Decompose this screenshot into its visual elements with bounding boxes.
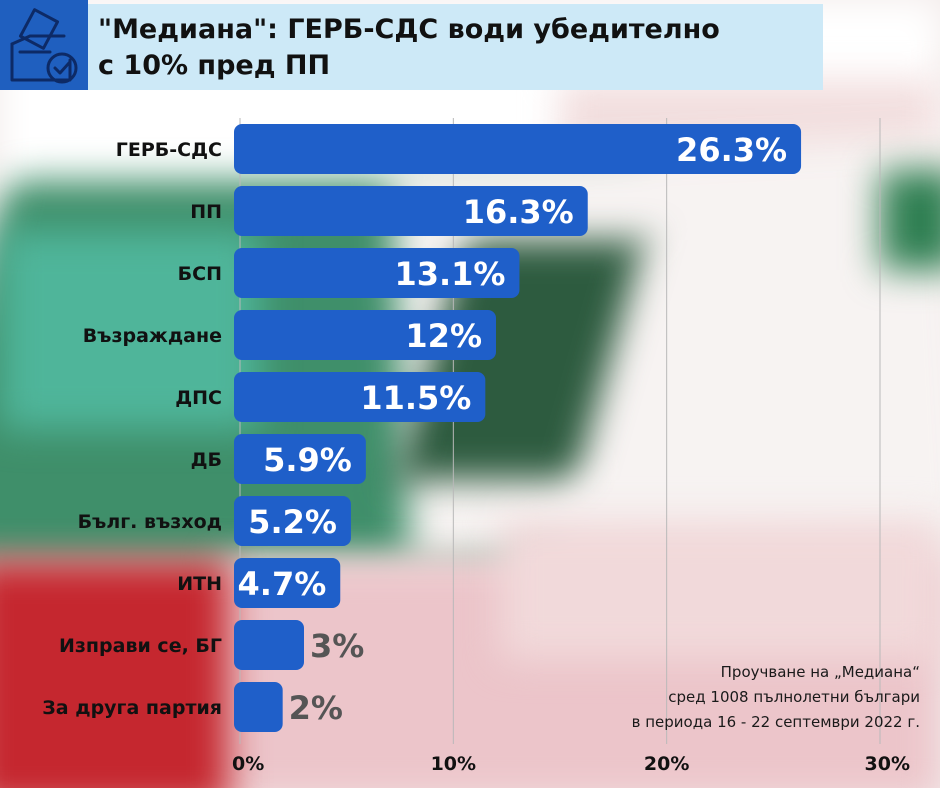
x-tick-label: 0% xyxy=(232,753,264,775)
value-label: 13.1% xyxy=(394,255,505,293)
value-label: 3% xyxy=(310,627,364,665)
x-tick-label: 30% xyxy=(865,753,910,775)
survey-note-line-1: Проучване на „Медиана“ xyxy=(720,663,920,681)
value-label: 4.7% xyxy=(238,565,327,603)
title-line-2: с 10% пред ПП xyxy=(98,50,331,81)
ballot-box-check-icon xyxy=(0,0,88,90)
bar xyxy=(234,186,588,236)
bar xyxy=(234,496,351,546)
category-label: ГЕРБ-СДС xyxy=(116,139,222,161)
category-label: ПП xyxy=(190,201,222,223)
title-box xyxy=(88,4,823,90)
value-label: 5.2% xyxy=(248,503,337,541)
survey-note-line-3: в периода 16 - 22 септември 2022 г. xyxy=(631,713,920,731)
category-label: Бълг. възход xyxy=(78,511,222,533)
bar xyxy=(234,310,496,360)
bar xyxy=(234,682,283,732)
page-title: "Медиана": ГЕРБ-СДС води убедително с 10… xyxy=(98,12,818,84)
bar xyxy=(234,620,304,670)
category-label: БСП xyxy=(178,263,222,285)
x-tick-label: 10% xyxy=(431,753,476,775)
category-label: За друга партия xyxy=(42,697,222,719)
value-label: 2% xyxy=(289,689,343,727)
value-label: 12% xyxy=(405,317,482,355)
category-label: Изправи се, БГ xyxy=(59,635,222,657)
value-label: 26.3% xyxy=(676,131,787,169)
bar xyxy=(234,434,366,484)
value-label: 11.5% xyxy=(360,379,471,417)
category-label: ДБ xyxy=(191,449,222,471)
bar xyxy=(234,372,486,422)
survey-note: Проучване на „Медиана“ сред 1008 пълноле… xyxy=(632,660,920,735)
bar xyxy=(234,124,802,174)
bar xyxy=(234,248,520,298)
x-tick-label: 20% xyxy=(644,753,689,775)
category-label: ДПС xyxy=(175,387,222,409)
bar xyxy=(234,558,341,608)
category-label: Възраждане xyxy=(83,325,222,347)
category-label: ИТН xyxy=(177,573,222,595)
value-label: 5.9% xyxy=(263,441,352,479)
survey-note-line-2: сред 1008 пълнолетни българи xyxy=(668,688,920,706)
value-label: 16.3% xyxy=(463,193,574,231)
title-line-1: "Медиана": ГЕРБ-СДС води убедително xyxy=(98,14,720,45)
